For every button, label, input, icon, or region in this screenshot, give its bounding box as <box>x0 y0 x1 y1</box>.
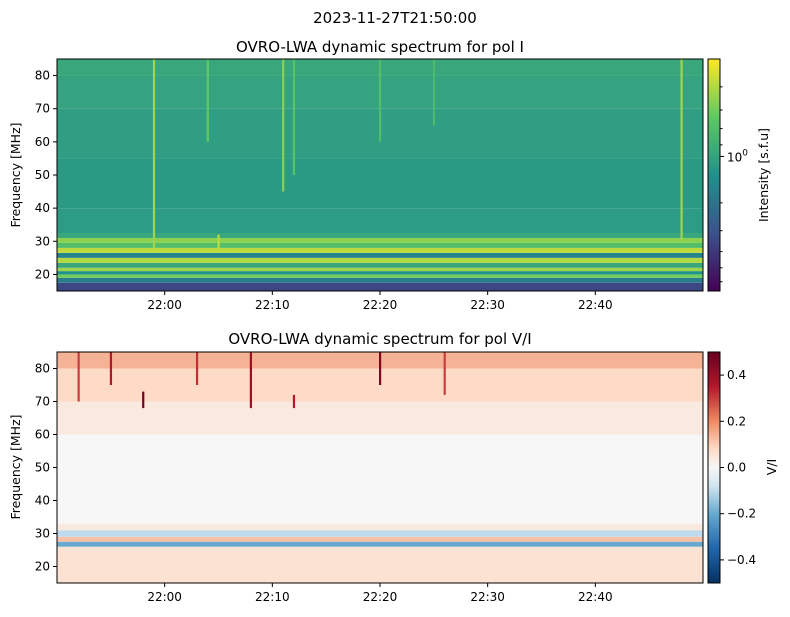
x-tick-label: 22:00 <box>147 298 182 312</box>
heatmap-band <box>57 434 703 524</box>
colorbar-tick-label: 0.0 <box>727 461 746 475</box>
heatmap-streak <box>379 59 382 142</box>
heatmap-marks <box>57 352 703 583</box>
y-tick-label: 20 <box>35 267 50 281</box>
heatmap-streak <box>292 59 296 175</box>
heatmap-band <box>57 233 703 238</box>
y-tick-label: 80 <box>35 69 50 83</box>
heatmap-streak <box>680 59 683 242</box>
y-tick-label: 30 <box>35 234 50 248</box>
colorbar-tick-label: 0.4 <box>727 368 746 382</box>
heatmap-streak <box>443 352 446 395</box>
y-tick-label: 50 <box>35 461 50 475</box>
heatmap-streak <box>142 391 145 409</box>
heatmap-streak <box>109 352 113 385</box>
heatmap-streak <box>206 59 209 142</box>
colorbar <box>707 58 721 292</box>
x-ticks: 22:00 22:10 22:20 22:30 22:40 <box>147 583 613 604</box>
heatmap-streak <box>379 352 382 385</box>
heatmap-band <box>57 274 703 278</box>
y-axis-label: Frequency [MHz] <box>8 414 23 519</box>
x-tick-label: 22:40 <box>578 298 613 312</box>
colorbar-label: Intensity [s.f.u] <box>756 128 771 222</box>
panel-title: OVRO-LWA dynamic spectrum for pol V/I <box>228 330 531 348</box>
heatmap-band <box>57 523 703 531</box>
y-ticks: 20 30 40 50 60 70 80 <box>35 69 57 281</box>
colorbar-ticks: 100 <box>720 86 748 283</box>
heatmap-band <box>57 262 703 268</box>
y-axis-label: Frequency [MHz] <box>8 122 23 227</box>
heatmap-streak <box>292 394 296 409</box>
heatmap-band <box>57 247 703 253</box>
y-tick-label: 70 <box>35 395 50 409</box>
y-tick-label: 80 <box>35 362 50 376</box>
colorbar-tick-label: 100 <box>727 148 748 164</box>
x-tick-label: 22:30 <box>470 590 505 604</box>
x-tick-label: 22:20 <box>363 590 398 604</box>
y-tick-label: 50 <box>35 168 50 182</box>
heatmap-band <box>57 158 703 209</box>
heatmap-band <box>57 277 703 283</box>
heatmap-band <box>57 267 703 272</box>
y-tick-label: 40 <box>35 494 50 508</box>
heatmap-band <box>57 257 703 263</box>
heatmap-band <box>57 401 703 435</box>
heatmap-band <box>57 271 703 275</box>
heatmap-band <box>57 208 703 233</box>
heatmap-band <box>57 546 703 583</box>
heatmap-streak <box>282 59 285 192</box>
y-tick-label: 40 <box>35 201 50 215</box>
y-tick-label: 70 <box>35 102 50 116</box>
y-ticks: 20 30 40 50 60 70 80 <box>35 362 57 574</box>
x-ticks: 22:00 22:10 22:20 22:30 22:40 <box>147 291 613 312</box>
y-tick-label: 60 <box>35 428 50 442</box>
colorbar-tick-label: −0.4 <box>727 553 756 567</box>
y-tick-label: 30 <box>35 527 50 541</box>
y-tick-label: 20 <box>35 560 50 574</box>
heatmap-band <box>57 282 703 291</box>
heatmap-streak <box>432 59 436 126</box>
panel-pol-i: OVRO-LWA dynamic spectrum for pol I 22:0… <box>8 38 771 312</box>
heatmap-band <box>57 536 703 542</box>
x-tick-label: 22:10 <box>255 298 290 312</box>
panel-pol-v-over-i: OVRO-LWA dynamic spectrum for pol V/I 22… <box>8 330 779 604</box>
colorbar-ticks: −0.4 −0.2 0.0 0.2 0.4 <box>720 368 756 567</box>
colorbar <box>707 351 721 584</box>
heatmap-band <box>57 242 703 248</box>
heatmap-band <box>57 541 703 547</box>
heatmap-streak <box>217 234 220 252</box>
panel-title: OVRO-LWA dynamic spectrum for pol I <box>236 38 524 56</box>
heatmap-band <box>57 530 703 537</box>
y-tick-label: 60 <box>35 135 50 149</box>
colorbar-label: V/I <box>764 459 779 475</box>
heatmap-band <box>57 252 703 258</box>
x-tick-label: 22:30 <box>470 298 505 312</box>
figure-suptitle: 2023-11-27T21:50:00 <box>313 9 477 27</box>
heatmap-band <box>57 237 703 243</box>
heatmap-streak <box>77 352 80 402</box>
x-tick-label: 22:40 <box>578 590 613 604</box>
heatmap-streak <box>195 352 199 385</box>
heatmap-marks <box>57 59 703 291</box>
colorbar-tick-label: −0.2 <box>727 507 756 521</box>
x-tick-label: 22:10 <box>255 590 290 604</box>
x-tick-label: 22:20 <box>363 298 398 312</box>
heatmap-streak <box>152 59 156 248</box>
colorbar-tick-label: 0.2 <box>727 414 746 428</box>
heatmap-streak <box>249 352 252 409</box>
x-tick-label: 22:00 <box>147 590 182 604</box>
